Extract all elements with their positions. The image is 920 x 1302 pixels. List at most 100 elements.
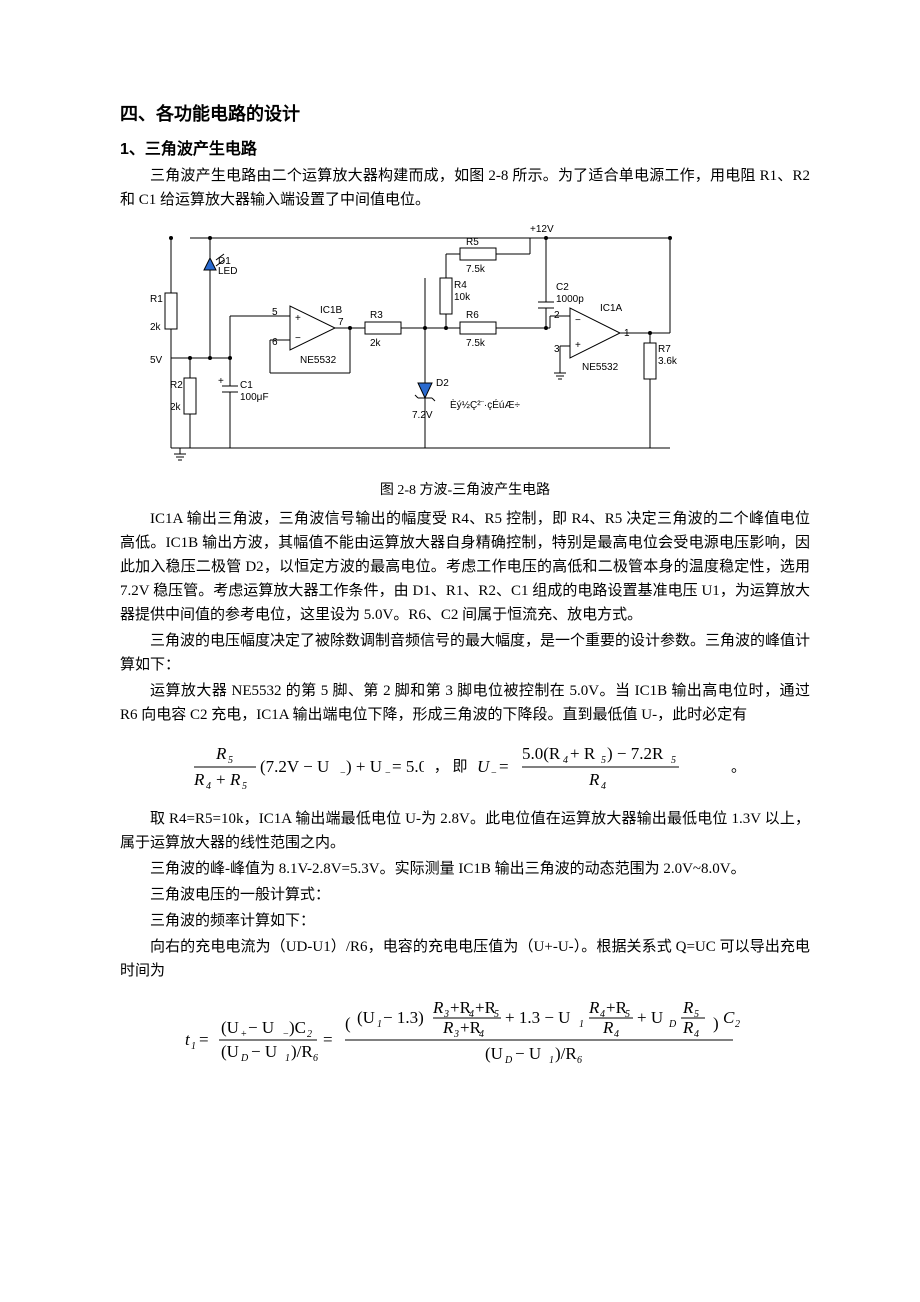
svg-text:4: 4: [694, 1029, 699, 1040]
section-heading: 四、各功能电路的设计: [120, 100, 810, 129]
svg-text:+ 1.3 − U: + 1.3 − U: [505, 1008, 570, 1027]
svg-text:R3: R3: [370, 310, 383, 321]
svg-text:)C: )C: [289, 1018, 306, 1037]
figure-2-8: .w{stroke:#000;stroke-width:1;fill:none}…: [150, 218, 810, 478]
svg-text:R: R: [602, 1018, 614, 1037]
paragraph: 取 R4=R5=10k，IC1A 输出端最低电位 U-为 2.8V。此电位值在运…: [120, 807, 810, 855]
svg-text:D: D: [668, 1019, 677, 1030]
svg-text:7.5k: 7.5k: [466, 338, 486, 349]
svg-text:+: +: [218, 376, 224, 387]
paragraph: 向右的充电电流为（UD-U1）/R6，电容的充电电压值为（U+-U-）。根据关系…: [120, 935, 810, 983]
svg-text:3: 3: [554, 344, 560, 355]
svg-text:+: +: [241, 1029, 247, 1040]
svg-text:− U: − U: [248, 1018, 274, 1037]
svg-text:)/R: )/R: [555, 1044, 577, 1063]
svg-text:4: 4: [601, 781, 606, 792]
svg-text:1000p: 1000p: [556, 294, 584, 305]
svg-text:R1: R1: [150, 294, 163, 305]
equation-1: .m{font-family:'Times New Roman',serif;f…: [120, 739, 810, 797]
svg-text:R: R: [215, 744, 227, 763]
svg-text:7.2V: 7.2V: [412, 410, 433, 421]
svg-text:4: 4: [614, 1029, 619, 1040]
svg-text:NE5532: NE5532: [300, 355, 337, 366]
svg-text:− U: − U: [251, 1042, 277, 1061]
svg-text:2k: 2k: [170, 402, 182, 413]
svg-text:): ): [713, 1014, 719, 1033]
svg-text:6: 6: [313, 1053, 318, 1064]
svg-text:4: 4: [563, 755, 568, 766]
svg-text:+12V: +12V: [530, 224, 554, 235]
svg-text:2: 2: [307, 1029, 312, 1040]
svg-text:2k: 2k: [150, 322, 162, 333]
svg-text:=: =: [199, 1030, 209, 1049]
svg-text:) − 7.2R: ) − 7.2R: [607, 744, 664, 763]
svg-text:+: +: [216, 770, 226, 789]
svg-text:1: 1: [549, 1055, 554, 1066]
svg-text:=: =: [499, 757, 509, 776]
svg-text:U: U: [477, 757, 491, 776]
svg-text:IC1A: IC1A: [600, 303, 623, 314]
svg-text:− U: − U: [515, 1044, 541, 1063]
subsection-heading: 1、三角波产生电路: [120, 137, 810, 163]
svg-text:1: 1: [285, 1053, 290, 1064]
equation-2: .m{font-family:'Times New Roman',serif;f…: [120, 995, 810, 1085]
svg-text:4: 4: [206, 781, 211, 792]
svg-text:C: C: [723, 1008, 735, 1027]
paragraph: 三角波的频率计算如下：: [120, 909, 810, 933]
svg-text:R5: R5: [466, 237, 479, 248]
svg-text:7: 7: [338, 317, 344, 328]
svg-text:R: R: [193, 770, 205, 789]
svg-text:D2: D2: [436, 378, 449, 389]
figure-caption: 图 2-8 方波-三角波产生电路: [120, 480, 810, 502]
svg-text:R: R: [432, 998, 444, 1017]
svg-text:5: 5: [228, 755, 233, 766]
svg-text:C2: C2: [556, 282, 569, 293]
svg-text:(U: (U: [221, 1018, 239, 1037]
svg-text:3: 3: [453, 1029, 459, 1040]
svg-text:IC1B: IC1B: [320, 305, 343, 316]
svg-text:R7: R7: [658, 344, 671, 355]
svg-text:) + U: ) + U: [346, 757, 382, 776]
paragraph: 三角波的电压幅度决定了被除数调制音频信号的最大幅度，是一个重要的设计参数。三角波…: [120, 629, 810, 677]
svg-text:R4: R4: [454, 280, 467, 291]
svg-text:R: R: [442, 1018, 454, 1037]
svg-text:1: 1: [579, 1019, 584, 1030]
svg-text:LED: LED: [218, 266, 237, 277]
svg-text:D: D: [504, 1055, 513, 1066]
svg-text:−: −: [575, 315, 581, 326]
svg-text:6: 6: [272, 337, 278, 348]
svg-text:R6: R6: [466, 310, 479, 321]
paragraph: 三角波的峰-峰值为 8.1V-2.8V=5.3V。实际测量 IC1B 输出三角波…: [120, 857, 810, 881]
svg-text:R: R: [588, 998, 600, 1017]
svg-text:10k: 10k: [454, 292, 471, 303]
svg-text:3.6k: 3.6k: [658, 356, 678, 367]
svg-text:(7.2V − U: (7.2V − U: [260, 757, 329, 776]
svg-text:+: +: [295, 313, 301, 324]
svg-text:5: 5: [671, 755, 676, 766]
svg-text:5: 5: [242, 781, 247, 792]
svg-text:(U: (U: [357, 1008, 375, 1027]
paragraph: IC1A 输出三角波，三角波信号输出的幅度受 R4、R5 控制，即 R4、R5 …: [120, 507, 810, 627]
svg-text:+ R: + R: [570, 744, 596, 763]
svg-text:R: R: [682, 1018, 694, 1037]
circuit-diagram: .w{stroke:#000;stroke-width:1;fill:none}…: [150, 218, 730, 478]
svg-text:C1: C1: [240, 380, 253, 391]
svg-text:5: 5: [601, 755, 606, 766]
svg-text:5.0(R: 5.0(R: [522, 744, 561, 763]
svg-text:D: D: [240, 1053, 249, 1064]
svg-text:=: =: [323, 1030, 333, 1049]
svg-text:(: (: [345, 1014, 351, 1033]
svg-text:= 5.0V: = 5.0V: [392, 757, 424, 776]
svg-text:−: −: [385, 768, 391, 779]
svg-text:−: −: [295, 333, 301, 344]
svg-text:)/R: )/R: [291, 1042, 313, 1061]
svg-text:(U: (U: [221, 1042, 239, 1061]
svg-text:1: 1: [191, 1041, 196, 1052]
svg-text:NE5532: NE5532: [582, 362, 619, 373]
svg-text:+ U: + U: [637, 1008, 663, 1027]
equation-join: ， 即: [434, 759, 468, 775]
svg-text:1: 1: [377, 1019, 382, 1030]
svg-text:R: R: [682, 998, 694, 1017]
svg-text:−: −: [491, 768, 497, 779]
svg-text:100μF: 100μF: [240, 392, 269, 403]
